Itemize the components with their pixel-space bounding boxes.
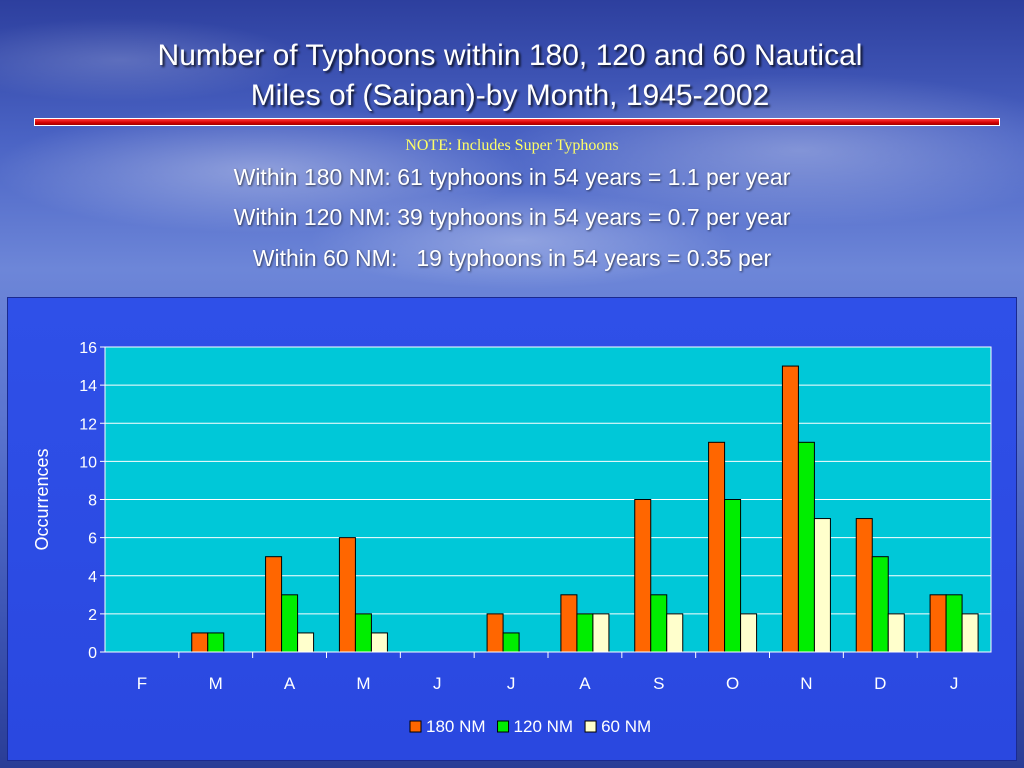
note-text: NOTE: Includes Super Typhoons <box>405 137 619 154</box>
x-tick-label: M <box>356 674 370 693</box>
bar-180-nm <box>560 594 578 653</box>
y-axis: 0 2 4 6 8 10 12 14 16 <box>79 340 106 662</box>
slide-title: Number of Typhoons within 180, 120 and 6… <box>60 36 960 116</box>
bar-120-nm <box>354 613 372 653</box>
bar-180-nm <box>338 537 356 653</box>
x-tick-label: N <box>800 674 812 693</box>
bar-60-nm <box>666 613 684 653</box>
x-tick-label: A <box>284 674 296 693</box>
bar-120-nm <box>945 594 963 653</box>
y-tick-label: 6 <box>88 531 97 548</box>
chart-panel: 0 2 4 6 8 10 12 14 16 F M A M J J A S O N D J Occurrences 1… <box>8 298 1016 760</box>
legend-label: 180 NM <box>426 717 486 736</box>
bar-120-nm <box>724 499 742 653</box>
bar-120-nm <box>650 594 668 653</box>
y-tick-label: 8 <box>88 493 97 510</box>
y-tick-label: 12 <box>79 416 97 433</box>
y-tick-label: 0 <box>88 645 97 662</box>
bar-60-nm <box>370 632 388 653</box>
bar-120-nm <box>207 632 225 653</box>
y-tick-label: 2 <box>88 607 97 624</box>
bar-180-nm <box>781 365 799 653</box>
y-tick-label: 10 <box>79 454 97 471</box>
bar-120-nm <box>576 613 594 653</box>
x-tick-label: A <box>579 674 591 693</box>
legend-swatch <box>584 720 597 733</box>
bar-60-nm <box>887 613 905 653</box>
title-line-2: Miles of (Saipan)-by Month, 1945-2002 <box>250 79 770 112</box>
x-tick-label: J <box>433 674 442 693</box>
x-tick-label: D <box>874 674 886 693</box>
stat-60nm: Within 60 NM: 19 typhoons in 54 years = … <box>252 245 772 271</box>
bar-120-nm <box>281 594 299 653</box>
bar-60-nm <box>740 613 758 653</box>
bar-120-nm <box>502 632 520 653</box>
x-tick-label: M <box>209 674 223 693</box>
y-tick-label: 4 <box>88 569 97 586</box>
legend: 180 NM 120 NM 60 NM <box>409 717 651 736</box>
title-divider <box>34 118 1000 126</box>
bar-180-nm <box>486 613 504 653</box>
y-tick-label: 14 <box>79 378 97 395</box>
bar-60-nm <box>592 613 610 653</box>
bar-60-nm <box>813 518 831 653</box>
x-tick-label: J <box>507 674 516 693</box>
legend-swatch <box>497 720 510 733</box>
title-line-1: Number of Typhoons within 180, 120 and 6… <box>157 39 863 72</box>
stat-120nm: Within 120 NM: 39 typhoons in 54 years =… <box>233 204 791 230</box>
bar-60-nm <box>297 632 315 653</box>
legend-swatch <box>409 720 422 733</box>
x-tick-label: F <box>137 674 147 693</box>
gridlines <box>105 346 991 615</box>
bar-120-nm <box>871 556 889 653</box>
y-axis-label: Occurrences <box>32 448 52 550</box>
bar-180-nm <box>191 632 209 653</box>
legend-label: 120 NM <box>514 717 574 736</box>
x-tick-label: S <box>653 674 664 693</box>
stat-180nm: Within 180 NM: 61 typhoons in 54 years =… <box>233 164 791 190</box>
bar-180-nm <box>634 499 652 653</box>
bars <box>191 365 979 653</box>
bar-180-nm <box>929 594 947 653</box>
x-tick-label: O <box>726 674 739 693</box>
bar-60-nm <box>961 613 979 653</box>
legend-label: 60 NM <box>601 717 651 736</box>
x-tick-label: J <box>950 674 959 693</box>
y-tick-label: 16 <box>79 340 97 357</box>
bar-180-nm <box>265 556 283 653</box>
bar-chart: 0 2 4 6 8 10 12 14 16 F M A M J J A S O N D J Occurrences 1… <box>32 340 992 736</box>
bar-180-nm <box>708 441 726 653</box>
bar-180-nm <box>855 518 873 653</box>
bar-120-nm <box>797 441 815 653</box>
